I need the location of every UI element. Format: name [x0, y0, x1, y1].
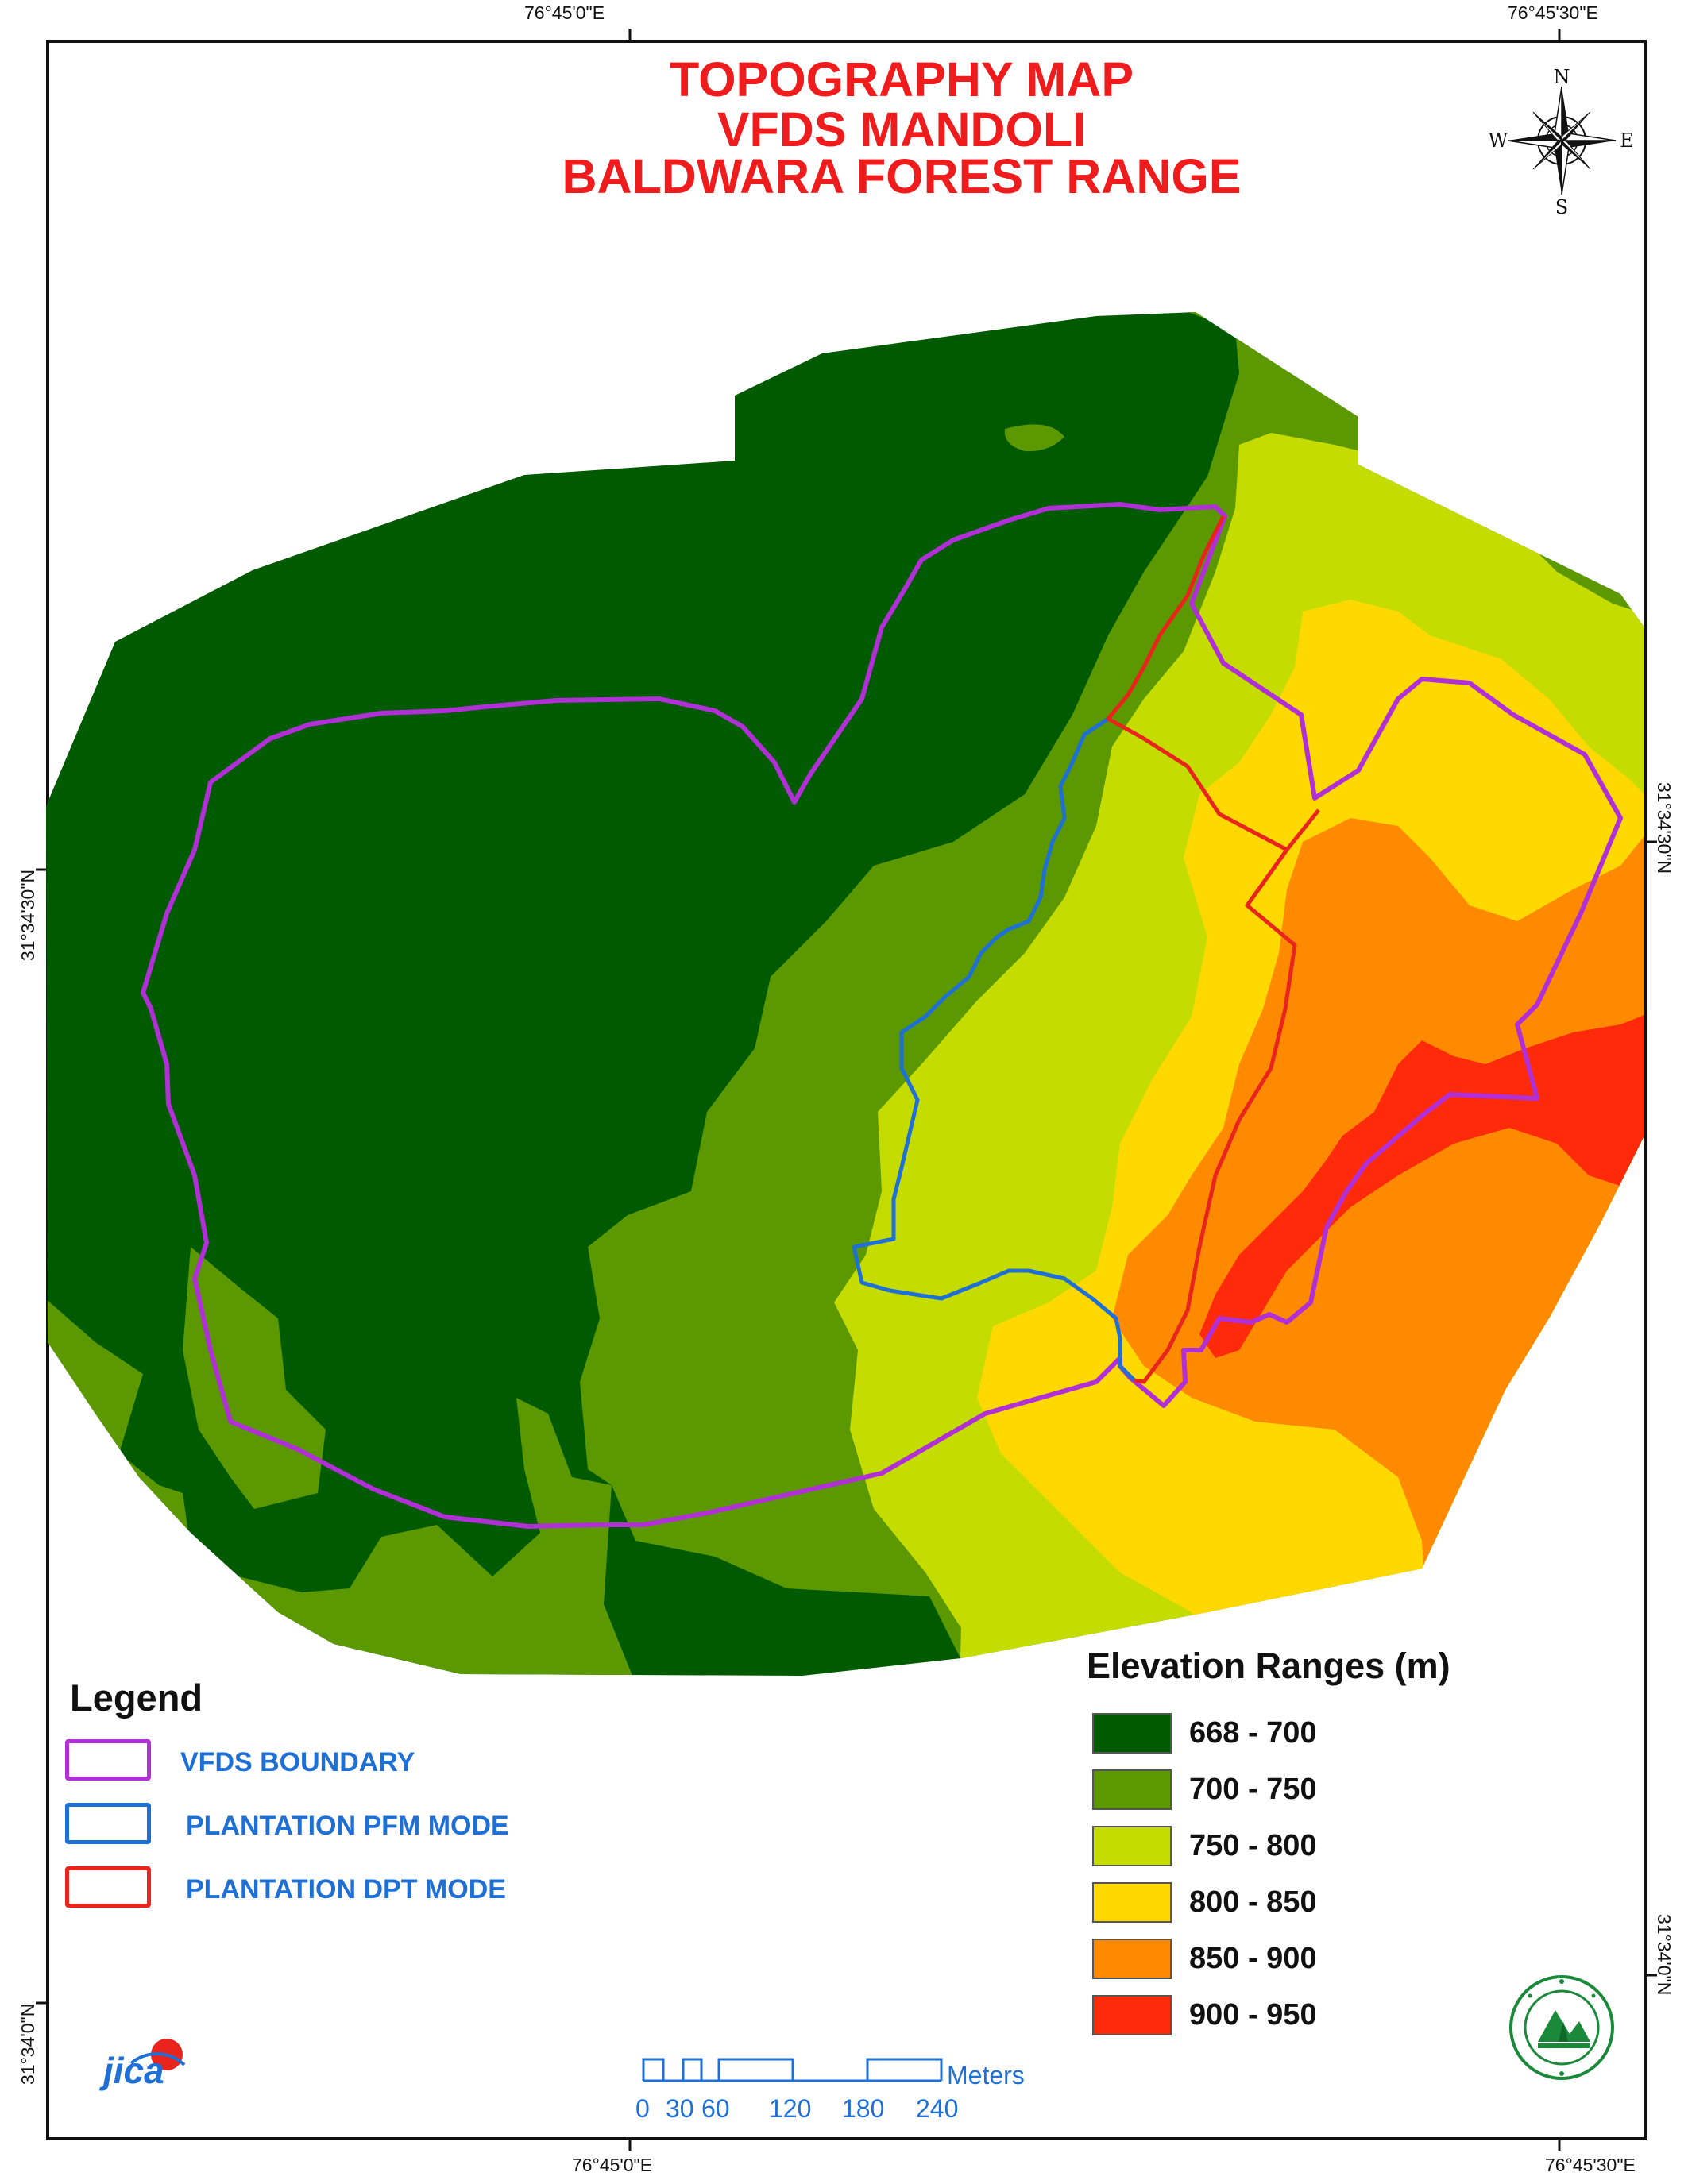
elevation-swatch-850-900 [1092, 1939, 1172, 1979]
elevation-item-900-950: 900 - 950 [1092, 1995, 1378, 2038]
elevation-item-750-800: 750 - 800 [1092, 1826, 1378, 1869]
himachal-forest-department-seal-icon [1509, 1975, 1614, 2080]
legend-label-vfds-boundary: VFDS BOUNDARY [180, 1747, 415, 1777]
compass-n: N [1554, 66, 1570, 88]
scale-bar [642, 2058, 943, 2082]
elevation-swatch-800-850 [1092, 1882, 1172, 1923]
scale-tick-30: 30 [666, 2094, 694, 2123]
elevation-item-668-700: 668 - 700 [1092, 1713, 1378, 1756]
compass-s: S [1555, 196, 1568, 218]
elevation-swatch-750-800 [1092, 1826, 1172, 1866]
legend-swatch-plantation-dpt [65, 1866, 151, 1908]
compass-rose-icon: N S E W [1489, 66, 1634, 218]
elevation-swatch-900-950 [1092, 1995, 1172, 2035]
map-title-line-1: TOPOGRAPHY MAP [669, 52, 1134, 106]
legend-item-plantation-pfm: PLANTATION PFM MODE [65, 1803, 574, 1847]
longitude-label-top-left: 76°45'0"E [524, 2, 605, 23]
plantation-pfm-polygon [852, 716, 1136, 1382]
legend-label-plantation-dpt: PLANTATION DPT MODE [186, 1874, 506, 1904]
plantation-dpt-polygon [1106, 515, 1320, 1384]
vfds-boundary-polygon [141, 502, 1623, 1529]
elevation-label-850-900: 850 - 900 [1189, 1942, 1317, 1975]
graticule-ticks [36, 29, 1657, 2151]
elevation-label-750-800: 750 - 800 [1189, 1829, 1317, 1862]
scale-tick-240: 240 [916, 2094, 959, 2123]
zone-700-750-inset [1004, 424, 1064, 452]
legend-item-plantation-dpt: PLANTATION DPT MODE [65, 1866, 574, 1911]
compass-w: W [1489, 129, 1508, 152]
elevation-label-900-950: 900 - 950 [1189, 1998, 1317, 2032]
elevation-label-800-850: 800 - 850 [1189, 1885, 1317, 1919]
map-title-line-2: VFDS MANDOLI [717, 102, 1087, 156]
longitude-label-bottom-right: 76°45'30"E [1545, 2155, 1636, 2175]
scale-tick-120: 120 [769, 2094, 812, 2123]
compass-e: E [1620, 129, 1634, 152]
scale-tick-180: 180 [842, 2094, 885, 2123]
zone-850-900 [1112, 794, 1644, 1676]
elevation-swatch-668-700 [1092, 1713, 1172, 1754]
elevation-label-700-750: 700 - 750 [1189, 1773, 1317, 1806]
legend-label-plantation-pfm: PLANTATION PFM MODE [186, 1811, 509, 1841]
jica-logo: jica [103, 2050, 164, 2091]
map-title-line-3: BALDWARA FOREST RANGE [562, 149, 1242, 203]
scale-tick-60: 60 [701, 2094, 730, 2123]
elevation-swatch-700-750 [1092, 1769, 1172, 1810]
elevation-item-700-750: 700 - 750 [1092, 1769, 1378, 1812]
scale-tick-0: 0 [635, 2094, 650, 2123]
elevation-label-668-700: 668 - 700 [1189, 1716, 1317, 1750]
zone-700-750-inset-2 [183, 1247, 326, 1509]
elevation-legend-title: Elevation Ranges (m) [1087, 1646, 1450, 1686]
legend-title: Legend [70, 1677, 203, 1719]
scale-unit-label: Meters [947, 2061, 1025, 2089]
legend-swatch-plantation-pfm [65, 1803, 151, 1844]
longitude-label-bottom-left: 76°45'0"E [572, 2155, 653, 2175]
legend-item-vfds-boundary: VFDS BOUNDARY [65, 1739, 574, 1784]
elevation-item-800-850: 800 - 850 [1092, 1882, 1378, 1925]
longitude-label-top-right: 76°45'30"E [1508, 2, 1598, 23]
zone-900-950 [1199, 993, 1644, 1358]
jica-logo-icon [129, 2039, 186, 2070]
legend-swatch-vfds-boundary [65, 1739, 151, 1781]
elevation-item-850-900: 850 - 900 [1092, 1939, 1378, 1981]
